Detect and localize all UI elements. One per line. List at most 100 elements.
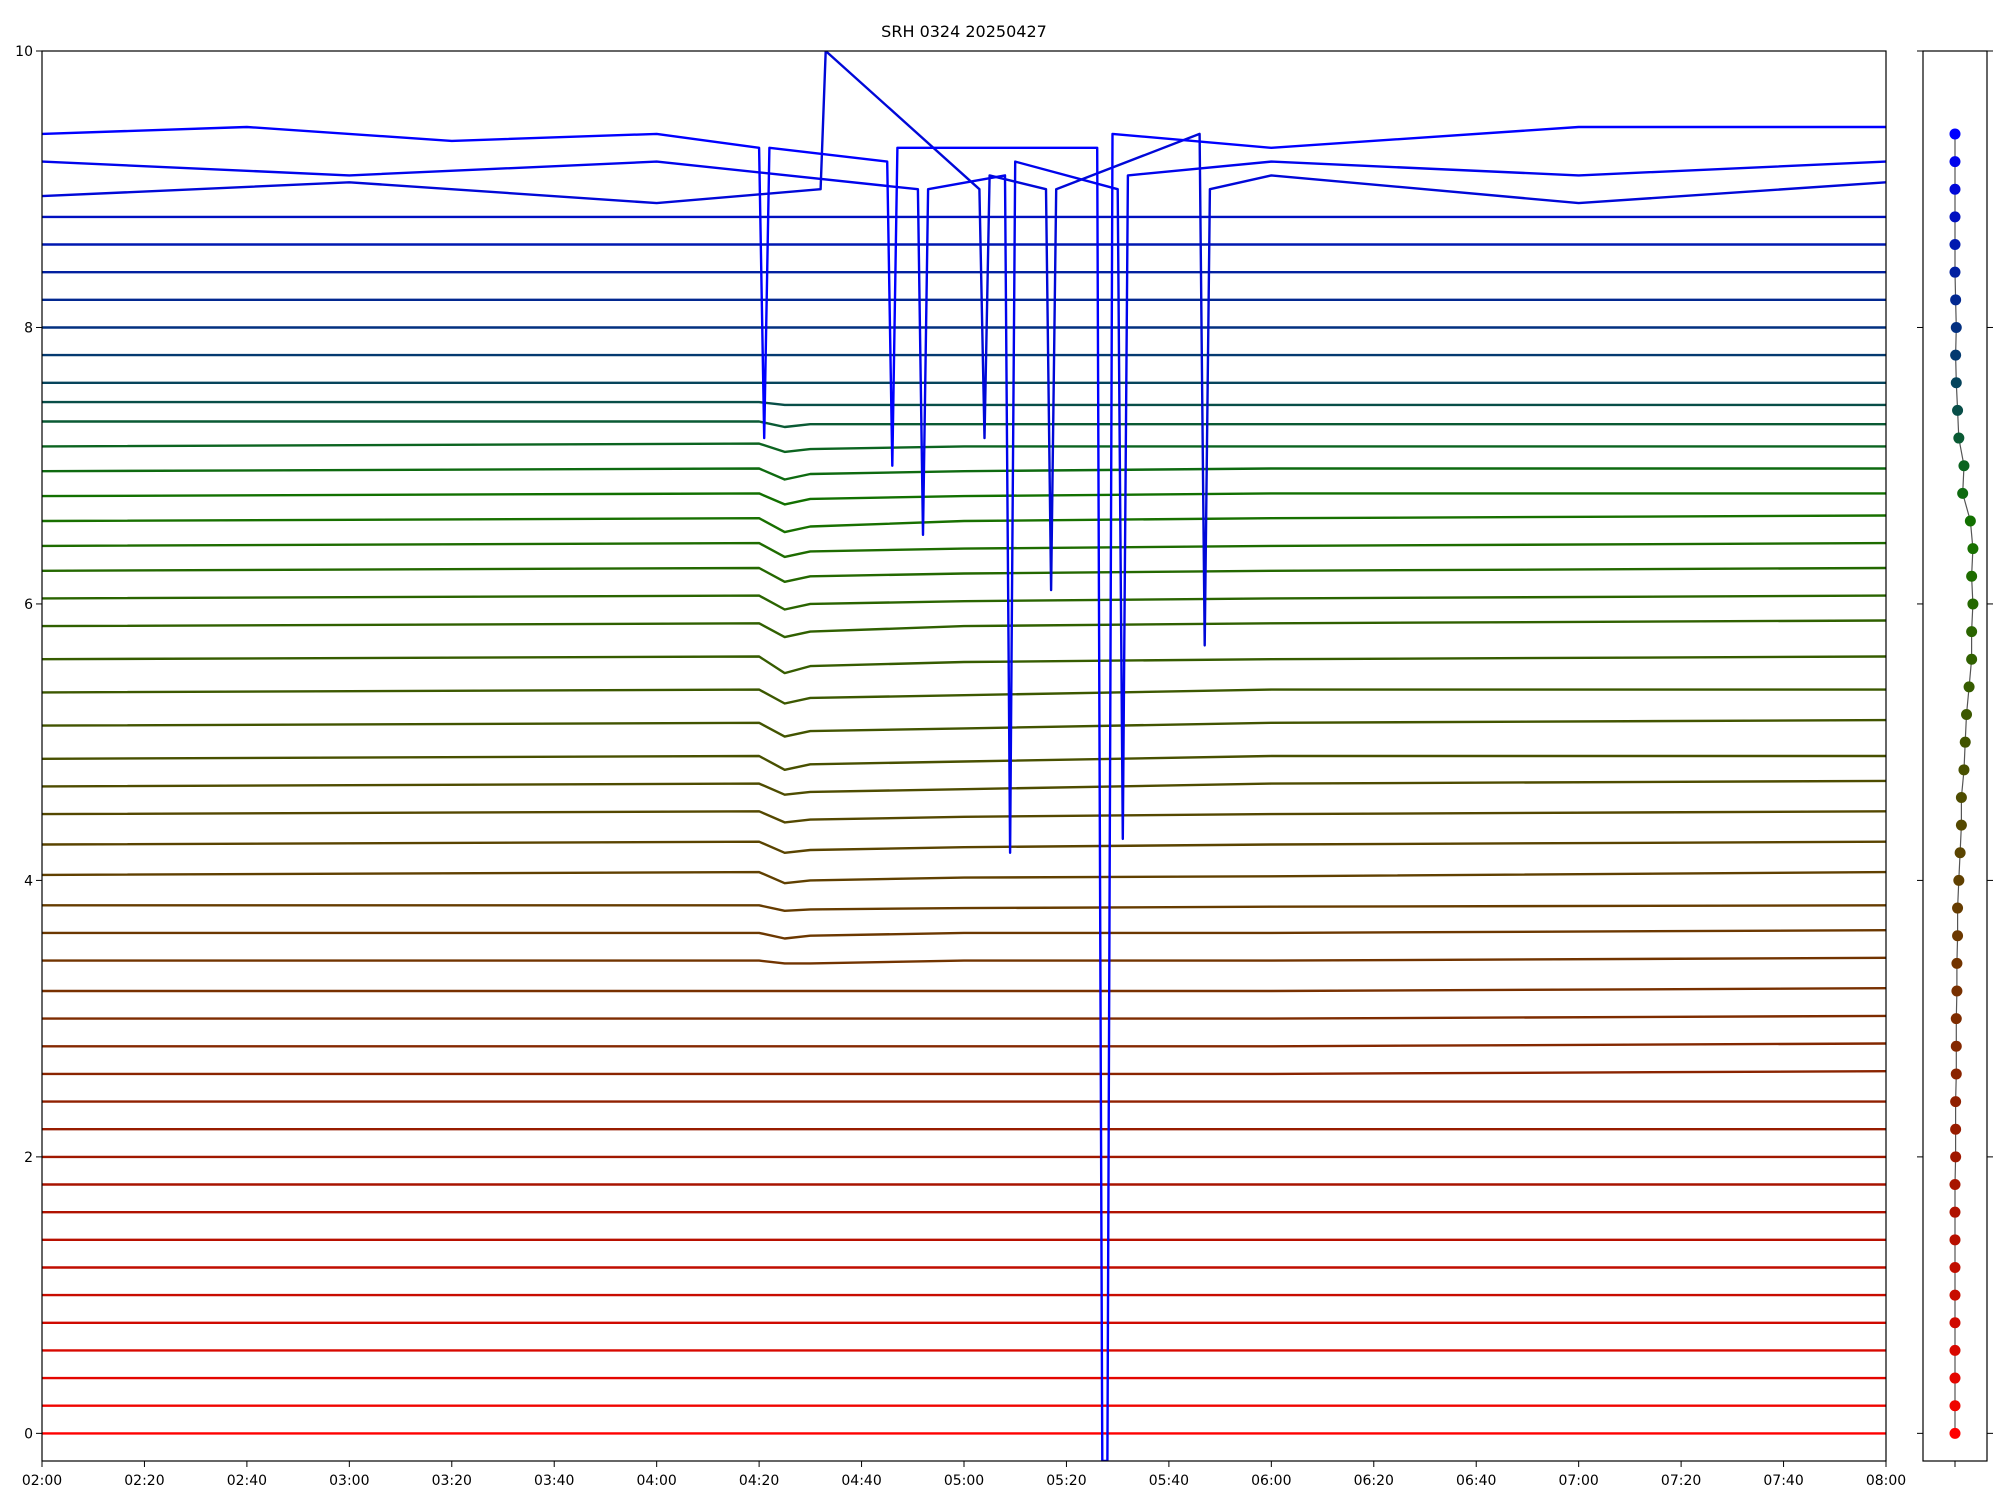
trace [42,1014,1886,1020]
profile-point [1958,764,1970,776]
profile-point [1949,183,1961,195]
profile-point [1952,930,1964,942]
trace [42,718,1886,738]
x-tick-label: 04:20 [739,1473,779,1489]
trace [42,904,1886,912]
profile-point [1949,239,1961,251]
y-tick-label: 10 [15,44,33,60]
plot-area [42,51,1886,1461]
x-tick-label: 03:00 [329,1473,369,1489]
profile-point [1949,156,1961,168]
profile-point [1959,736,1971,748]
profile-point [1967,543,1979,555]
trace [42,51,1886,647]
profile-point [1949,1289,1961,1301]
trace [42,619,1886,639]
x-tick-label: 04:00 [636,1473,676,1489]
profile-point [1953,432,1965,444]
trace [42,754,1886,771]
profile-point [1952,404,1964,416]
profile-point [1966,570,1978,582]
profile-point [1949,1400,1961,1412]
profile-point [1949,128,1961,140]
profile-point [1954,847,1966,859]
x-tick-label: 07:00 [1558,1473,1598,1489]
x-tick-label: 02:20 [124,1473,164,1489]
profile-point [1951,957,1963,969]
x-tick-label: 07:20 [1661,1473,1701,1489]
y-tick-label: 6 [24,597,33,613]
trace [42,810,1886,824]
profile-point [1964,515,1976,527]
profile-point [1953,874,1965,886]
trace [42,442,1886,454]
profile-point [1966,653,1978,665]
profile-point [1955,791,1967,803]
x-tick-label: 05:40 [1149,1473,1189,1489]
x-tick-label: 05:00 [944,1473,984,1489]
profile-point [1951,985,1963,997]
x-tick-label: 06:00 [1251,1473,1291,1489]
profile-point [1958,460,1970,472]
trace [42,929,1886,940]
x-tick-label: 05:20 [1046,1473,1086,1489]
x-tick-label: 03:20 [432,1473,472,1489]
profile-point [1963,681,1975,693]
profile-point [1966,626,1978,638]
trace [42,688,1886,705]
profile-point [1949,266,1961,278]
x-tick-label: 02:40 [227,1473,267,1489]
trace [42,1042,1886,1048]
profile-point [1950,1123,1962,1135]
x-tick-label: 06:40 [1456,1473,1496,1489]
y-tick-label: 8 [24,320,33,336]
profile-point [1950,1040,1962,1052]
x-tick-label: 06:20 [1354,1473,1394,1489]
trace [42,594,1886,611]
profile-point [1950,349,1962,361]
trace [42,467,1886,481]
profile-point [1957,487,1969,499]
profile-point [1950,377,1962,389]
trace [42,420,1886,429]
profile-point [1950,1013,1962,1025]
profile-point [1955,819,1967,831]
trace [42,655,1886,675]
profile-point [1949,1206,1961,1218]
profile-point [1949,1344,1961,1356]
trace [42,987,1886,993]
profile-point [1950,1096,1962,1108]
y-tick-label: 0 [24,1426,33,1442]
profile-point [1950,321,1962,333]
profile-point [1961,709,1973,721]
x-tick-label: 04:40 [841,1473,881,1489]
trace [42,125,1886,1461]
trace [42,956,1886,965]
trace [42,492,1886,506]
x-tick-label: 03:40 [534,1473,574,1489]
profile-point [1949,1234,1961,1246]
trace [42,566,1886,583]
trace [42,160,1886,854]
trace [42,400,1886,407]
y-tick-label: 4 [24,873,33,889]
profile-point [1949,1179,1961,1191]
trace [42,870,1886,885]
y-tick-label: 2 [24,1150,33,1166]
x-tick-label: 07:40 [1763,1473,1803,1489]
chart-title: SRH 0324 20250427 [881,22,1047,41]
profile-point [1949,1427,1961,1439]
profile-point [1952,902,1964,914]
profile-point [1949,1317,1961,1329]
profile-point [1967,598,1979,610]
trace [42,514,1886,534]
trace [42,1070,1886,1076]
profile-point [1950,1151,1962,1163]
x-tick-label: 02:00 [22,1473,62,1489]
profile-point [1949,211,1961,223]
x-tick-label: 08:00 [1866,1473,1906,1489]
profile-point [1950,1068,1962,1080]
